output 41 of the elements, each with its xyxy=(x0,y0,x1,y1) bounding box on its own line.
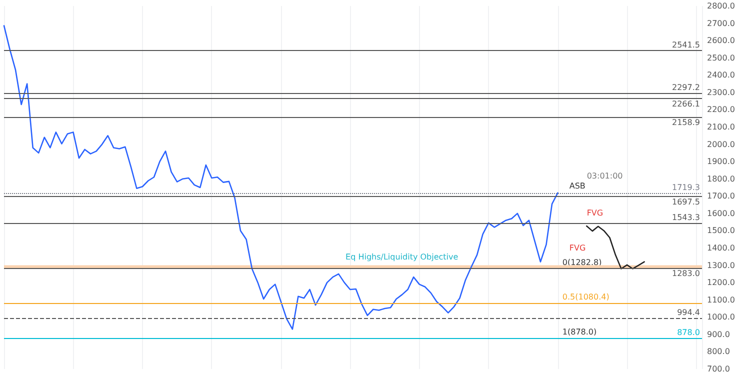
y-tick-label: 1800.0 xyxy=(707,174,735,184)
y-tick-label: 800.0 xyxy=(707,347,730,356)
y-tick-label: 1600.0 xyxy=(707,208,735,218)
y-tick-label: 2500.0 xyxy=(707,53,735,62)
ref-line-label: 1283.0 xyxy=(672,269,700,278)
y-tick-label: 2100.0 xyxy=(707,122,735,132)
y-tick-label: 1900.0 xyxy=(707,157,735,166)
y-tick-label: 1100.0 xyxy=(707,295,735,304)
y-tick-label: 900.0 xyxy=(707,330,730,339)
ref-line-label: 878.0 xyxy=(677,328,700,338)
y-tick-label: 2800.0 xyxy=(707,2,735,10)
ref-line-label: 1543.3 xyxy=(672,213,700,222)
y-tick-label: 1300.0 xyxy=(707,260,735,270)
y-tick-label: 1500.0 xyxy=(707,226,735,236)
line-series xyxy=(3,25,558,330)
y-tick-label: 1000.0 xyxy=(707,312,735,322)
ref-line-label: 1719.3 xyxy=(672,182,700,192)
ref-line-label: 2297.2 xyxy=(672,82,700,92)
y-tick-label: 1400.0 xyxy=(707,244,735,252)
y-tick-label: 700.0 xyxy=(707,364,730,374)
annotation: Eq Highs/Liquidity Objective xyxy=(346,252,458,262)
y-tick-label: 2300.0 xyxy=(707,88,735,97)
y-tick-label: 2200.0 xyxy=(707,105,735,114)
y-tick-label: 2400.0 xyxy=(707,70,735,80)
annotation: 1(878.0) xyxy=(562,328,597,336)
annotation: FVG xyxy=(586,208,604,218)
y-tick-label: 2000.0 xyxy=(707,140,735,149)
y-tick-label: 2700.0 xyxy=(707,18,735,28)
annotation: 0(1282.8) xyxy=(562,258,602,267)
y-tick-label: 2600.0 xyxy=(707,36,735,46)
ref-line-label: 2541.5 xyxy=(672,40,700,50)
annotation: ASB xyxy=(569,182,586,190)
ref-line-label: 994.4 xyxy=(677,308,700,318)
annotation: 0.5(1080.4) xyxy=(562,292,610,302)
annotation: 03:01:00 xyxy=(586,172,623,180)
ref-line-label: 2266.1 xyxy=(672,99,700,108)
annotation: FVG xyxy=(569,244,586,252)
y-tick-label: 1700.0 xyxy=(707,192,735,201)
ref-line-label: 1697.5 xyxy=(672,198,700,207)
y-tick-label: 1200.0 xyxy=(707,278,735,288)
ref-line-label: 2158.9 xyxy=(672,118,700,127)
